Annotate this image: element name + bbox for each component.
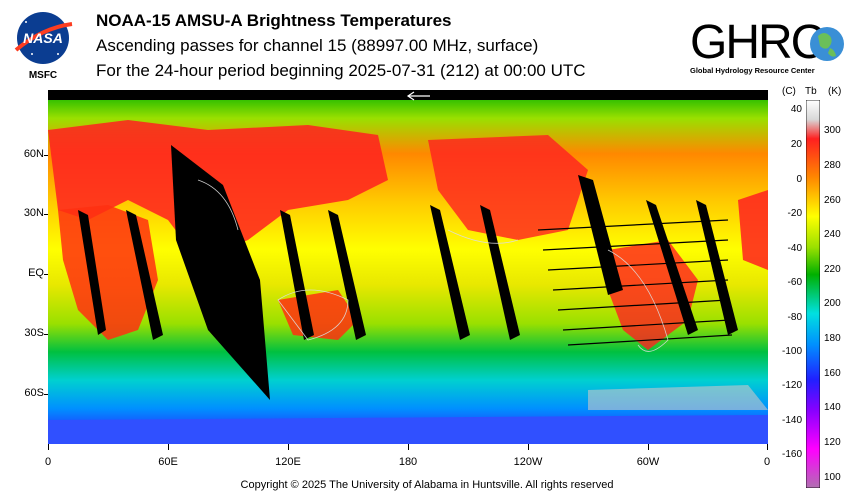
page-title: NOAA-15 AMSU-A Brightness Temperatures — [96, 11, 452, 30]
colorbar-tb-header: Tb — [805, 86, 817, 97]
colorbar-kelvin-label: 300 — [824, 125, 841, 136]
lat-label-30s: 30S — [24, 327, 44, 339]
lon-label-180: 180 — [398, 456, 418, 468]
colorbar-celsius-label: -60 — [787, 277, 802, 288]
lat-label-60n: 60N — [23, 148, 44, 160]
colorbar-kelvin-label: 260 — [824, 195, 841, 206]
lon-tick — [408, 444, 409, 450]
colorbar-kelvin-label: 140 — [824, 402, 841, 413]
colorbar-celsius-header: (C) — [782, 86, 796, 97]
lon-label-0-west: 0 — [44, 456, 52, 468]
copyright-footer: Copyright © 2025 The University of Alaba… — [240, 479, 614, 491]
page-subtitle-channel: Ascending passes for channel 15 (88997.0… — [96, 36, 539, 55]
nasa-logo-text: NASA — [23, 30, 63, 46]
colorbar-celsius-label: -40 — [787, 243, 802, 254]
lat-tick — [44, 394, 48, 395]
lon-tick — [288, 444, 289, 450]
colorbar-celsius-label: -120 — [781, 380, 802, 391]
lat-tick — [44, 155, 48, 156]
colorbar-celsius-label: 20 — [790, 139, 802, 150]
nasa-msfc-logo: NASA MSFC — [14, 12, 73, 80]
left-arrow-icon — [406, 91, 430, 101]
lat-tick — [44, 274, 48, 275]
lon-label-60w: 60W — [636, 456, 660, 468]
colorbar-celsius-label: -20 — [787, 208, 802, 219]
lon-tick — [648, 444, 649, 450]
lon-label-0-east: 0 — [763, 456, 771, 468]
ghrc-subtitle: Global Hydrology Resource Center — [690, 66, 815, 75]
lat-tick — [44, 334, 48, 335]
colorbar-kelvin-label: 240 — [824, 229, 841, 240]
page-subtitle-period: For the 24-hour period beginning 2025-07… — [96, 61, 586, 80]
lon-label-120w: 120W — [513, 456, 543, 468]
colorbar-kelvin-label: 180 — [824, 333, 841, 344]
lat-tick — [44, 214, 48, 215]
brightness-temperature-map — [48, 90, 768, 444]
lon-tick — [767, 444, 768, 450]
ghrc-logo-text: GHRC — [690, 16, 824, 69]
colorbar-kelvin-label: 280 — [824, 160, 841, 171]
colorbar-celsius-label: 0 — [796, 174, 802, 185]
lon-label-120e: 120E — [275, 456, 301, 468]
colorbar-kelvin-label: 220 — [824, 264, 841, 275]
temperature-colorbar — [806, 100, 820, 488]
colorbar-kelvin-label: 120 — [824, 437, 841, 448]
colorbar-kelvin-header: (K) — [828, 86, 842, 97]
colorbar-celsius-label: -100 — [781, 346, 802, 357]
colorbar-kelvin-label: 100 — [824, 472, 841, 483]
colorbar-celsius-label: -80 — [787, 312, 802, 323]
colorbar-kelvin-label: 200 — [824, 298, 841, 309]
lon-tick — [528, 444, 529, 450]
lat-label-30n: 30N — [23, 207, 44, 219]
colorbar-celsius-label: 40 — [790, 104, 802, 115]
colorbar-celsius-label: -160 — [781, 449, 802, 460]
lat-label-eq: EQ — [28, 267, 44, 279]
colorbar-kelvin-label: 160 — [824, 368, 841, 379]
colorbar-celsius-label: -140 — [781, 415, 802, 426]
lon-label-60e: 60E — [158, 456, 178, 468]
ghrc-logo: GHRC Global Hydrology Resource Center — [690, 16, 844, 75]
lon-tick — [48, 444, 49, 450]
lat-label-60s: 60S — [24, 387, 44, 399]
lon-tick — [168, 444, 169, 450]
msfc-logo-text: MSFC — [29, 70, 57, 80]
